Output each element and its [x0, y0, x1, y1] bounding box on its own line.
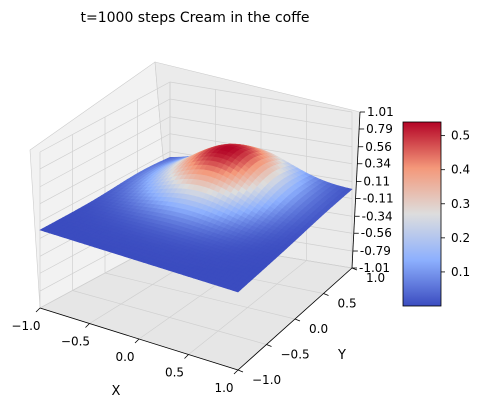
- y-tick-label: 0.5: [338, 297, 357, 311]
- y-tick-mark: [266, 344, 272, 347]
- surface-cell: [232, 287, 242, 293]
- surface-plot: [39, 143, 353, 293]
- z-tick-label: -0.56: [361, 226, 392, 240]
- x-tick-mark: [134, 338, 140, 344]
- x-tick-label: 0.0: [115, 350, 134, 364]
- z-tick-label: -0.11: [363, 191, 394, 205]
- z-tick-label: 0.34: [364, 157, 391, 171]
- chart-title: t=1000 steps Cream in the coffe: [81, 10, 310, 26]
- z-tick-label: 0.56: [365, 140, 392, 154]
- z-axis-line: [351, 111, 361, 269]
- x-axis-label: X: [112, 384, 121, 399]
- y-axis-label: Y: [337, 348, 346, 363]
- colorbar-tick-label: 0.5: [451, 129, 470, 143]
- y-tick-label: 1.0: [366, 271, 385, 285]
- z-tick-label: 0.11: [363, 175, 390, 189]
- z-tick-label: 0.79: [366, 122, 393, 136]
- colorbar-ticks: 0.1 0.2 0.3 0.4 0.5: [441, 129, 470, 279]
- y-tick-label: −1.0: [252, 373, 281, 387]
- wall-grid-z: [39, 98, 353, 170]
- z-tick-label: -0.79: [360, 244, 391, 258]
- wall-grid-z: [39, 133, 353, 205]
- wall-grid-z: [39, 81, 353, 153]
- colorbar-tick-label: 0.3: [451, 197, 470, 211]
- wall-grid-z: [39, 116, 353, 188]
- z-tick-label: -0.34: [362, 209, 393, 223]
- x-tick-mark: [35, 307, 41, 313]
- x-tick-mark: [233, 369, 239, 375]
- x-tick-label: 0.5: [165, 366, 184, 380]
- colorbar-gradient: [402, 121, 442, 307]
- y-tick-label: 0.0: [309, 322, 328, 336]
- x-tick-label: 1.0: [214, 381, 233, 395]
- y-tick-mark: [294, 318, 301, 322]
- floor-grid-y: [104, 272, 296, 320]
- x-tick-mark: [85, 323, 90, 328]
- colorbar-tick-label: 0.1: [451, 265, 470, 279]
- y-tick-label: −0.5: [281, 348, 310, 362]
- y-tick-mark: [237, 369, 244, 373]
- x-tick-mark: [184, 354, 189, 359]
- y-ticks: −1.0−0.5 0.0 0.5 1.0: [237, 267, 385, 387]
- x-ticks: −1.0 −0.5 0.0 0.5 1.0: [11, 307, 239, 395]
- x-tick-label: −0.5: [61, 335, 90, 349]
- colorbar-tick-label: 0.2: [451, 231, 470, 245]
- z-ticks: 1.01 0.79 0.56 0.34 0.11 -0.11 -0.34 -0.56 -0.79…: [352, 105, 394, 275]
- z-tick-label: 1.01: [367, 105, 394, 119]
- colorbar-tick-label: 0.4: [451, 163, 470, 177]
- z-tick-label: -1.01: [359, 261, 390, 275]
- colorbar: 0.1 0.2 0.3 0.4 0.5: [402, 121, 470, 307]
- y-tick-mark: [323, 293, 329, 296]
- x-tick-label: −1.0: [11, 319, 40, 333]
- floor-grid-x: [188, 260, 307, 355]
